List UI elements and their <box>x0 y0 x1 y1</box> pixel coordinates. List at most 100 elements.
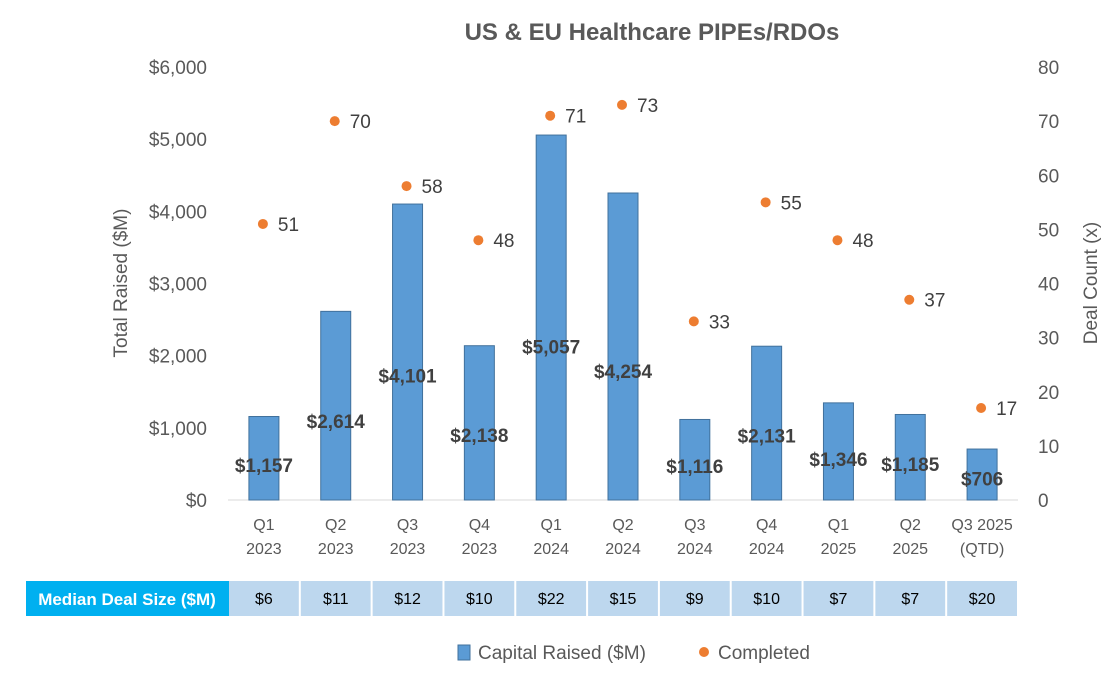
x-tick-label: 2023 <box>390 541 426 558</box>
bar-data-label: $1,185 <box>881 455 940 476</box>
y-tick-label: $4,000 <box>149 202 207 223</box>
x-axis-category-labels: Q1 2023 Q2 2023 Q3 2023 Q4 2023 Q1 2024 Q2 2024 Q3 20… <box>246 517 1013 558</box>
x-tick-label: Q1 <box>828 517 849 534</box>
bar <box>320 310 352 501</box>
scatter-point <box>832 235 843 246</box>
scatter-point <box>329 116 340 127</box>
x-tick-label: (QTD) <box>960 541 1004 558</box>
scatter-point <box>760 197 771 208</box>
y-axis-title: Total Raised ($M) <box>111 209 132 358</box>
scatter-data-label: 33 <box>709 312 730 333</box>
scatter-point <box>688 316 699 327</box>
scatter-data-label: 71 <box>565 107 586 128</box>
scatter-data-label: 37 <box>924 291 945 312</box>
x-tick-label: Q3 <box>684 517 705 534</box>
y2-axis-title: Deal Count (x) <box>1081 222 1102 345</box>
scatter-data-label: 48 <box>493 231 514 252</box>
x-tick-label: 2024 <box>677 541 713 558</box>
x-tick-label: 2024 <box>749 541 785 558</box>
x-tick-label: 2025 <box>821 541 857 558</box>
table-cell-value: $10 <box>753 591 780 608</box>
bar-data-label: $4,254 <box>594 362 653 383</box>
x-tick-label: 2023 <box>246 541 282 558</box>
table-cell-value: $10 <box>466 591 493 608</box>
chart-title: US & EU Healthcare PIPEs/RDOs <box>465 19 840 46</box>
bar-data-label: $5,057 <box>522 338 580 359</box>
bar-data-labels: $1,157 $2,614 $4,101 $2,138 $5,057 $4,254 $1,1… <box>235 338 1003 491</box>
table-cell <box>875 581 946 616</box>
x-tick-label: 2023 <box>318 541 354 558</box>
table-cell-value: $15 <box>610 591 637 608</box>
table-cell-value: $7 <box>901 591 919 608</box>
scatter-point <box>401 181 412 192</box>
y2-tick-label: 30 <box>1038 329 1059 350</box>
x-tick-label: Q4 <box>756 517 777 534</box>
table-cell <box>803 581 874 616</box>
legend: Capital Raised ($M) Completed <box>457 643 810 664</box>
table-cell-value: $7 <box>830 591 848 608</box>
scatter-data-label: 55 <box>781 193 802 214</box>
bar-data-label: $1,346 <box>809 450 867 471</box>
x-tick-label: 2023 <box>462 541 498 558</box>
y-tick-label: $2,000 <box>149 347 207 368</box>
table-cell <box>516 581 587 616</box>
x-tick-label: 2024 <box>605 541 641 558</box>
scatter-data-label: 51 <box>278 215 299 236</box>
y2-tick-label: 10 <box>1038 437 1059 458</box>
table-cell <box>731 581 802 616</box>
median-deal-size-table: Median Deal Size ($M) $6 $11 $12 $10 $22 $15 $… <box>26 581 1017 616</box>
scatter-point <box>473 235 484 246</box>
bar-data-label: $706 <box>961 470 1003 491</box>
y2-tick-label: 40 <box>1038 275 1059 296</box>
legend-dot-label: Completed <box>718 643 810 664</box>
table-cell-value: $6 <box>255 591 273 608</box>
table-header-label: Median Deal Size ($M) <box>38 590 216 609</box>
table-cell <box>444 581 515 616</box>
bar <box>248 416 280 501</box>
bar <box>751 345 783 501</box>
table-cells: $6 $11 $12 $10 $22 $15 $9 $10 $7 $7 $20 <box>229 581 1017 616</box>
x-tick-label: Q2 <box>325 517 346 534</box>
bar <box>894 413 926 501</box>
y-tick-label: $1,000 <box>149 419 207 440</box>
legend-dot-swatch <box>699 647 709 657</box>
x-tick-label: Q3 2025 <box>951 517 1012 534</box>
bar <box>679 418 711 501</box>
bar-data-label: $1,157 <box>235 456 293 477</box>
y-tick-label: $6,000 <box>149 58 207 79</box>
scatter-data-label: 58 <box>422 177 443 198</box>
scatter-point <box>976 402 987 413</box>
y2-tick-label: 80 <box>1038 58 1059 79</box>
table-cell <box>229 581 299 616</box>
table-cell <box>588 581 658 616</box>
x-tick-label: Q2 <box>612 517 633 534</box>
table-cell <box>947 581 1017 616</box>
table-cell <box>372 581 443 616</box>
scatter-point <box>257 218 268 229</box>
table-cell <box>300 581 371 616</box>
bar-data-label: $2,614 <box>307 412 366 433</box>
bar <box>535 134 567 501</box>
scatter-point <box>617 99 627 110</box>
table-header-cell <box>26 581 229 616</box>
bar <box>822 402 854 501</box>
scatter-data-label: 73 <box>637 96 658 117</box>
y2-tick-label: 70 <box>1038 112 1059 133</box>
bar <box>607 192 639 501</box>
bar-data-label: $4,101 <box>378 367 437 388</box>
table-cell <box>659 581 730 616</box>
scatter-point <box>904 294 915 305</box>
table-cell-value: $9 <box>686 591 704 608</box>
legend-bar-label: Capital Raised ($M) <box>478 643 646 664</box>
table-cell-value: $20 <box>969 591 996 608</box>
bar-series <box>248 134 998 501</box>
x-tick-label: 2025 <box>892 541 928 558</box>
bar-data-label: $2,138 <box>450 426 508 447</box>
legend-bar-swatch <box>457 644 471 661</box>
x-tick-label: Q4 <box>469 517 490 534</box>
y-tick-label: $5,000 <box>149 130 207 151</box>
table-cell-value: $11 <box>323 591 349 608</box>
table-cell-value: $22 <box>538 591 565 608</box>
x-tick-label: 2024 <box>533 541 569 558</box>
